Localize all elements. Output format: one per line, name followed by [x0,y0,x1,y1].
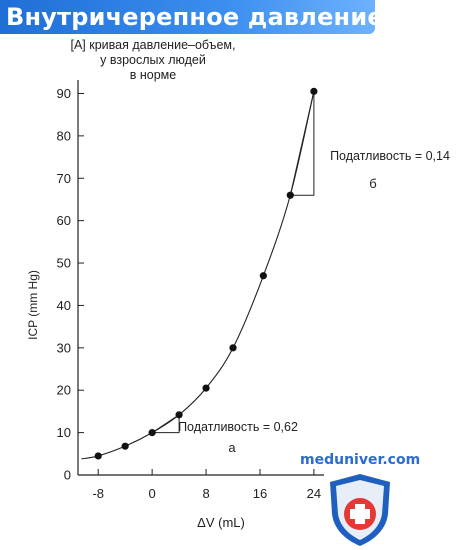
y-tick-label: 80 [57,128,71,143]
subtitle-line-1: [A] кривая давление–объем, [70,38,236,52]
compliance-label-a: Податливость = 0,62 [178,420,298,434]
watermark: meduniver.com [300,452,460,546]
data-point [94,452,102,460]
y-tick-label: 40 [57,298,71,313]
y-tick-label: 20 [57,383,71,398]
title-banner: Внутричерепное давление [0,0,384,34]
subtitle-line-2: у взрослых людей [100,53,206,67]
data-point [202,384,210,392]
x-tick-label: 16 [253,486,267,501]
y-axis-label: ICP (mm Hg) [26,270,40,340]
compliance-label-b: Податливость = 0,14 [330,149,450,163]
x-tick-label: 0 [149,486,156,501]
data-point [121,442,129,450]
y-tick-label: 10 [57,425,71,440]
compliance-hypotenuse [151,414,180,434]
data-point [310,87,318,95]
y-tick-label: 60 [57,213,71,228]
x-tick-label: 8 [202,486,209,501]
compliance-hypotenuse [289,91,315,196]
compliance-triangle [290,91,315,196]
compliance-letter-a: а [228,440,236,455]
chart-subtitle: [A] кривая давление–объем, у взрослых лю… [48,38,258,83]
data-point [229,344,237,352]
compliance-letter-b: б [369,176,376,191]
data-point [286,191,294,199]
x-axis-label: ΔV (mL) [197,515,245,530]
x-tick-label: 24 [307,486,321,501]
data-point [148,429,156,437]
y-tick-label: 0 [64,468,71,483]
pressure-volume-chart: 0 10 20 30 40 50 60 70 80 90 -8 0 8 16 24 ΔV (mL) ICP (m… [26,80,450,530]
y-tick-label: 90 [57,86,71,101]
data-point [175,411,183,419]
x-tick-label: -8 [92,486,104,501]
shield-logo-icon [330,474,390,546]
watermark-text: meduniver.com [300,452,421,468]
y-tick-label: 50 [57,256,71,271]
data-point [259,272,267,280]
pressure-volume-curve [81,91,315,460]
compliance-triangle [152,414,180,434]
y-tick-label: 70 [57,171,71,186]
page-title: Внутричерепное давление [6,3,384,31]
y-tick-label: 30 [57,340,71,355]
subtitle-line-3: в норме [129,68,177,82]
